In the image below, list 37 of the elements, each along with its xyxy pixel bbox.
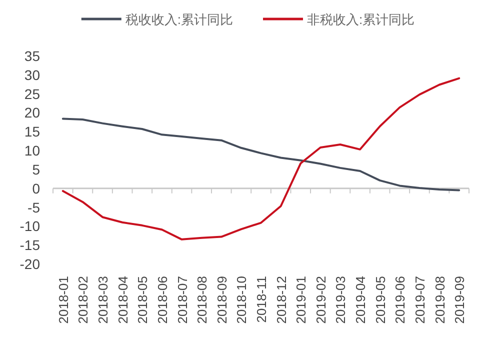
line-series bbox=[62, 77, 460, 240]
legend-label: 税收收入:累计同比 bbox=[125, 12, 233, 27]
x-tick-label: 2018-07 bbox=[174, 276, 190, 324]
y-tick-label: 30 bbox=[24, 66, 40, 83]
y-tick-label: -20 bbox=[20, 256, 40, 272]
y-tick-label: 5 bbox=[32, 161, 40, 178]
x-tick-label: 2019-03 bbox=[333, 276, 348, 324]
x-tick-label: 2018-05 bbox=[135, 276, 150, 324]
x-tick-label: 2018-10 bbox=[234, 276, 250, 324]
x-tick-label: 2018-12 bbox=[274, 276, 289, 324]
x-tick-label: 2018-04 bbox=[115, 276, 130, 324]
x-tick-label: 2018-11 bbox=[254, 276, 269, 323]
x-tick-label: 2019-05 bbox=[372, 276, 388, 324]
y-tick-label: 25 bbox=[24, 86, 40, 102]
x-tick-label: 2019-02 bbox=[313, 276, 328, 324]
y-tick-label: 35 bbox=[24, 48, 40, 64]
x-tick-label: 2018-06 bbox=[154, 276, 170, 324]
x-tick-label: 2018-08 bbox=[194, 276, 210, 324]
x-tick-label: 2019-09 bbox=[452, 276, 468, 324]
y-tick-label: -5 bbox=[28, 199, 40, 216]
y-tick-label: 0 bbox=[32, 180, 40, 196]
x-tick-label: 2019-08 bbox=[432, 276, 448, 324]
y-tick-label: 15 bbox=[24, 124, 40, 140]
legend-label: 非税收入:累计同比 bbox=[307, 12, 415, 27]
y-tick-label: 10 bbox=[24, 142, 40, 159]
x-tick-label: 2018-09 bbox=[214, 276, 230, 324]
x-tick-label: 2019-07 bbox=[412, 276, 428, 324]
y-tick-label: -10 bbox=[20, 218, 40, 234]
x-tick-label: 2019-04 bbox=[353, 276, 368, 324]
x-tick-label: 2019-01 bbox=[294, 276, 309, 324]
x-tick-label: 2019-06 bbox=[392, 276, 408, 324]
line-series bbox=[62, 118, 460, 192]
x-tick-label: 2018-03 bbox=[96, 276, 111, 324]
y-tick-label: 20 bbox=[24, 104, 40, 121]
x-tick-label: 2018-01 bbox=[56, 276, 71, 324]
x-tick-label: 2018-02 bbox=[76, 276, 91, 324]
y-tick-label: -15 bbox=[20, 237, 40, 254]
